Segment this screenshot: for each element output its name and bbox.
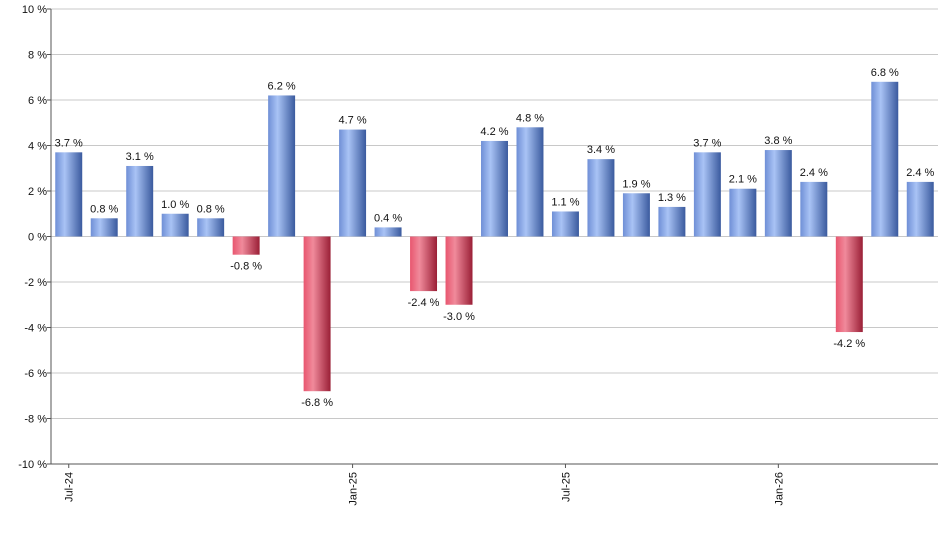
bar-value-label: 1.3 % <box>658 192 686 204</box>
y-tick-label: 2 % <box>28 186 47 198</box>
bar-positive <box>693 152 721 237</box>
bar-negative <box>410 236 438 292</box>
bar-positive <box>516 127 544 237</box>
y-tick-label: 0 % <box>28 232 47 244</box>
bar-value-label: 3.1 % <box>126 151 154 163</box>
y-tick-label: 4 % <box>28 141 47 153</box>
bar-value-label: 3.7 % <box>693 137 721 149</box>
bars <box>55 81 934 392</box>
y-tick-label: -8 % <box>24 414 47 426</box>
bar-positive <box>658 206 686 237</box>
bar-value-label: -6.8 % <box>301 397 333 409</box>
bar-value-label: 4.8 % <box>516 112 544 124</box>
bar-negative <box>303 236 331 392</box>
bar-positive <box>197 218 225 237</box>
y-tick-label: -6 % <box>24 368 47 380</box>
bar-value-label: 0.8 % <box>197 203 225 215</box>
x-tick-label: Jul-25 <box>560 472 572 502</box>
bar-positive <box>800 181 828 237</box>
bar-positive <box>729 188 757 237</box>
data-labels: 3.7 % 0.8 % 3.1 % 1.0 % 0.8 % -0.8 % 6.2 % -6.8… <box>55 67 935 409</box>
bar-positive <box>587 159 615 237</box>
y-tick-label: -2 % <box>24 277 47 289</box>
bar-negative <box>445 236 473 305</box>
y-tick-label: -4 % <box>24 323 47 335</box>
bar-positive <box>374 227 402 237</box>
bar-value-label: 3.7 % <box>55 137 83 149</box>
axes: 10 % 8 % 6 % 4 % 2 % 0 % -2 % -4 % -6 % -8 % -10 %… <box>18 4 938 506</box>
bar-value-label: 2.4 % <box>800 167 828 179</box>
bar-value-label: 4.7 % <box>339 115 367 127</box>
bar-positive <box>90 218 118 237</box>
bar-value-label: 2.1 % <box>729 174 757 186</box>
bar-positive <box>906 181 934 237</box>
bar-value-label: 3.4 % <box>587 144 615 156</box>
bar-positive <box>871 81 899 237</box>
bar-value-label: 4.2 % <box>480 126 508 138</box>
bar-negative <box>232 236 260 255</box>
x-tick-label: Jul-24 <box>64 472 76 502</box>
bar-value-label: 1.9 % <box>622 178 650 190</box>
bar-positive <box>126 165 154 237</box>
bar-value-label: -4.2 % <box>833 338 865 350</box>
bar-negative <box>835 236 863 333</box>
bar-value-label: 6.2 % <box>268 80 296 92</box>
bar-value-label: 3.8 % <box>764 135 792 147</box>
bar-positive <box>481 140 508 237</box>
x-tick-label: Jan-26 <box>773 472 785 506</box>
bar-value-label: 6.8 % <box>871 67 899 79</box>
bar-value-label: 1.1 % <box>551 196 579 208</box>
bar-positive <box>161 213 189 237</box>
bar-value-label: -2.4 % <box>408 297 440 309</box>
bar-positive <box>764 150 792 237</box>
bar-positive <box>551 211 579 237</box>
bar-positive <box>268 95 296 237</box>
y-tick-label: 10 % <box>22 4 47 16</box>
y-tick-label: 8 % <box>28 50 47 62</box>
bar-value-label: 1.0 % <box>161 199 189 211</box>
bar-value-label: 0.4 % <box>374 212 402 224</box>
bar-positive <box>622 193 650 237</box>
y-tick-label: -10 % <box>18 459 47 471</box>
bar-value-label: -0.8 % <box>230 261 262 273</box>
bar-positive <box>55 152 83 237</box>
y-tick-label: 6 % <box>28 95 47 107</box>
bar-value-label: -3.0 % <box>443 311 475 323</box>
x-tick-label: Jan-25 <box>348 472 360 506</box>
bar-positive <box>339 129 367 237</box>
bar-value-label: 0.8 % <box>90 203 118 215</box>
bar-value-label: 2.4 % <box>906 167 934 179</box>
